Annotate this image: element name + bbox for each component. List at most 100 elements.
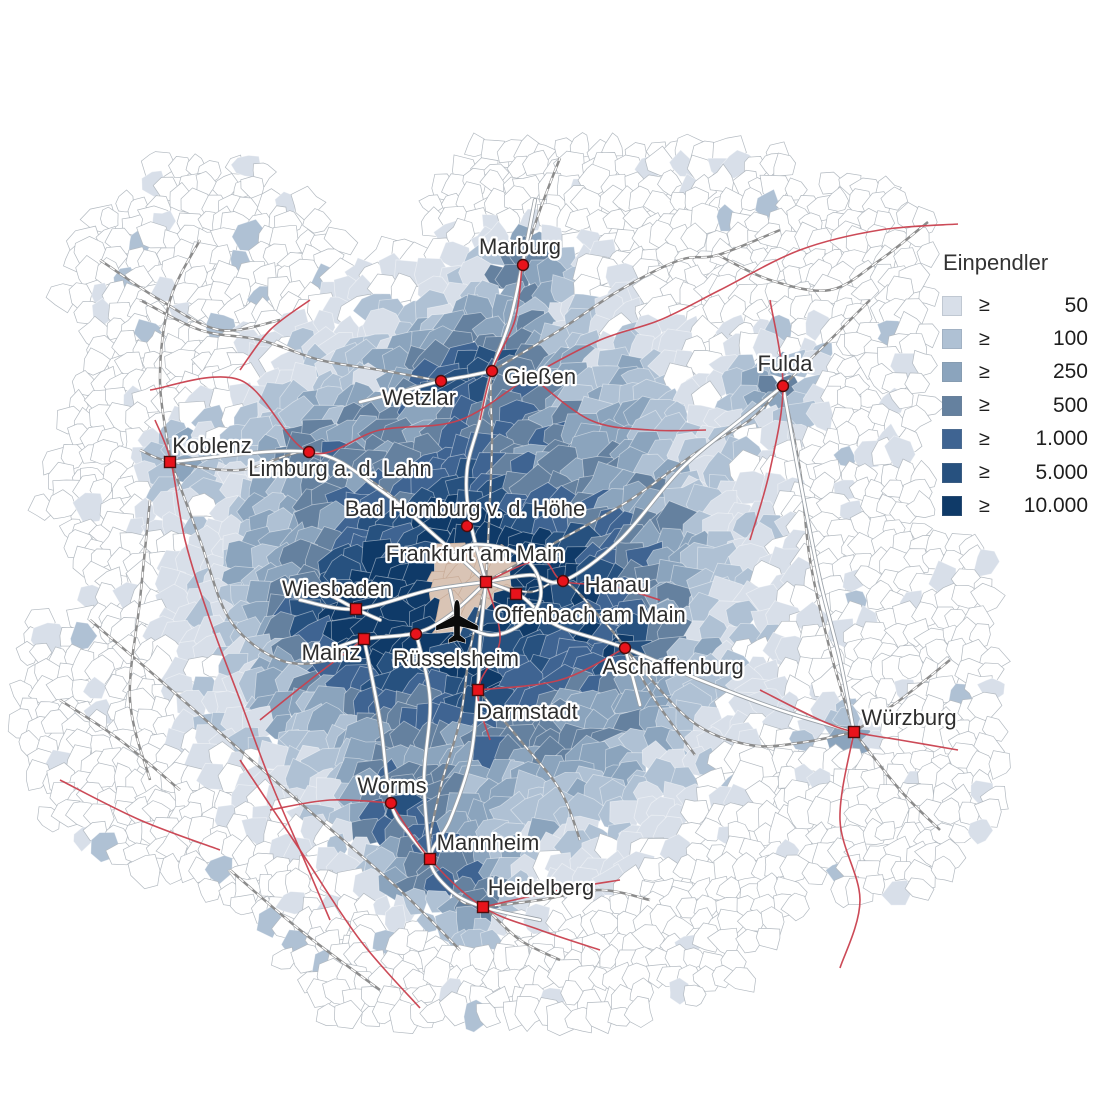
railway-dash: [129, 499, 151, 781]
motorway-line: [362, 637, 432, 861]
municipality-cell: [445, 217, 476, 250]
municipality-cell: [850, 278, 880, 301]
municipality-cell: [82, 676, 108, 700]
municipality-cell: [476, 1002, 502, 1029]
municipality-cell: [45, 283, 77, 314]
federal-road: [259, 638, 365, 721]
municipality-cell: [948, 823, 975, 844]
legend-row: ≥10.000: [942, 489, 1088, 522]
legend-operator: ≥: [979, 327, 990, 350]
municipality-cell: [546, 1001, 574, 1036]
municipality-cell: [723, 966, 757, 993]
city-label: Rüsselsheim: [393, 646, 519, 671]
city-marker-dot: [556, 574, 570, 588]
city-marker-dot: [460, 519, 474, 533]
city-label: Koblenz: [172, 433, 252, 458]
municipality-cell: [564, 207, 594, 232]
municipality-cell: [84, 654, 115, 687]
municipality-cell: [623, 995, 654, 1028]
municipality-cell: [972, 548, 1001, 577]
city-label: Aschaffenburg: [602, 654, 743, 679]
legend-swatch: [942, 462, 962, 483]
municipality-cell: [888, 388, 914, 410]
municipality-cell: [904, 877, 935, 901]
city-marker-dot: [485, 364, 499, 378]
municipality-cell: [805, 309, 831, 342]
legend-value: 500: [1052, 393, 1088, 417]
city-marker-square: [509, 587, 523, 601]
city-label: Bad Homburg v. d. Höhe: [345, 496, 586, 521]
municipality-cell: [334, 999, 364, 1029]
railway-dash: [853, 731, 941, 831]
city-label: Limburg a. d. Lahn: [248, 456, 431, 481]
legend-row: ≥500: [942, 389, 1088, 422]
federal-road: [482, 879, 621, 908]
municipality-cell: [901, 404, 932, 433]
railway-dash: [89, 619, 461, 951]
motorway-line: [168, 449, 488, 584]
city-marker-dot: [516, 258, 530, 272]
municipality-cell: [69, 621, 98, 652]
municipality-cell: [613, 228, 637, 252]
city-label: Darmstadt: [476, 699, 577, 724]
motorway-line: [484, 384, 785, 584]
federal-road: [477, 581, 501, 741]
legend-swatch: [942, 496, 962, 517]
municipality-cell: [602, 208, 627, 230]
municipality-cell: [601, 132, 624, 157]
municipality-cell: [15, 640, 39, 666]
federal-road: [839, 731, 861, 969]
municipality-cell: [469, 944, 495, 973]
legend-swatch: [942, 395, 962, 416]
municipality-cell: [580, 944, 601, 971]
municipality-cell: [930, 855, 956, 883]
city-marker-square: [349, 602, 363, 616]
railway-dash: [477, 689, 581, 841]
municipality-cell: [104, 673, 131, 700]
municipality-cell: [904, 372, 931, 394]
railway-dash: [624, 647, 855, 748]
city-marker-layer: [163, 258, 861, 914]
federal-road: [749, 299, 784, 541]
municipality-cell: [874, 821, 896, 841]
legend-swatch: [942, 329, 962, 350]
railway-dash: [229, 869, 381, 991]
municipality-cell: [532, 964, 557, 992]
city-marker-dot: [302, 445, 316, 459]
legend-operator: ≥: [979, 461, 990, 484]
municipality-cell: [411, 983, 437, 1004]
federal-road: [530, 375, 707, 432]
municipality-cell: [801, 862, 828, 885]
city-marker-square: [423, 852, 437, 866]
federal-road: [239, 759, 421, 1009]
municipality-cell: [780, 892, 810, 922]
city-label: Hanau: [585, 572, 650, 597]
municipality-cell: [776, 348, 812, 379]
municipality-cell: [880, 186, 909, 211]
legend-value: 100: [1052, 327, 1088, 351]
city-label: Frankfurt am Main: [386, 541, 565, 566]
municipality-cell: [918, 286, 940, 307]
airplane-icon: [435, 599, 479, 644]
city-label: Würzburg: [861, 705, 956, 730]
municipality-cell: [401, 887, 428, 916]
railway-dash: [139, 299, 442, 382]
municipality-cell: [779, 854, 812, 885]
municipality-cell: [522, 149, 549, 176]
legend-swatch: [942, 362, 962, 383]
city-label: Wetzlar: [382, 385, 456, 410]
legend-operator: ≥: [979, 294, 990, 317]
railway-dash: [159, 239, 201, 463]
municipality-cell: [657, 169, 683, 197]
municipality-cell: [271, 946, 295, 970]
city-label: Gießen: [504, 364, 576, 389]
municipality-cell: [874, 796, 910, 830]
municipality-cell: [599, 943, 620, 969]
municipality-cell: [912, 349, 938, 377]
municipality-cell: [72, 492, 105, 524]
legend-row: ≥1.000: [942, 423, 1088, 456]
railway-line: [169, 461, 365, 666]
municipality-cell: [916, 241, 940, 268]
legend-value: 1.000: [1035, 427, 1088, 451]
municipality-cell: [836, 420, 860, 446]
